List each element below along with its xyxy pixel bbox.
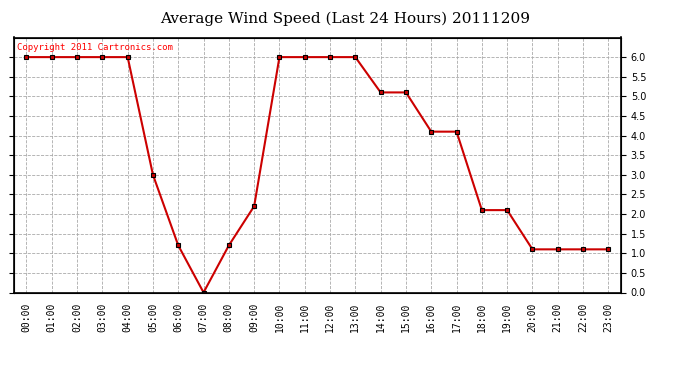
Text: Copyright 2011 Cartronics.com: Copyright 2011 Cartronics.com xyxy=(17,43,172,52)
Text: Average Wind Speed (Last 24 Hours) 20111209: Average Wind Speed (Last 24 Hours) 20111… xyxy=(160,11,530,26)
